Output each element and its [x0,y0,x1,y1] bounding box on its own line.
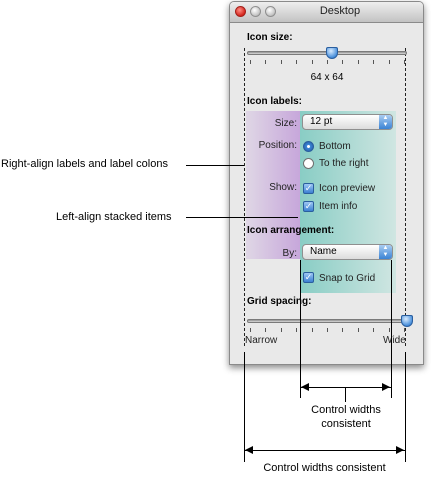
grid-spacing-min-label: Narrow [245,335,278,346]
slider-tick [311,328,313,332]
slider-tick [296,328,298,332]
popup-arrows-icon: ▲ ▼ [379,115,392,129]
annotation-right-align: Right-align labels and label colons [1,158,168,170]
inner-dimension-right-arrow-icon [382,383,390,391]
zoom-button[interactable] [265,6,276,17]
left-dashed-guide [244,48,245,346]
icon-size-value: 64 x 64 [310,72,344,83]
close-button[interactable] [235,6,246,17]
slider-tick [357,328,359,332]
control-column-highlight [300,111,396,293]
slider-tick [388,328,390,332]
label-column-highlight [246,111,300,259]
inner-dimension-line [300,387,391,388]
slider-tick [296,60,298,64]
annotation-inner-widths-line1: Control widths [311,404,381,416]
checkbox-item-info-label: Item info [319,201,358,212]
show-label: Show: [269,182,297,193]
slider-tick [280,60,282,64]
right-dashed-guide [405,48,406,346]
grid-spacing-heading: Grid spacing: [247,296,312,307]
size-label: Size: [274,118,297,129]
grid-spacing-slider-track[interactable] [247,319,407,323]
slider-tick [265,60,267,64]
icon-size-heading: Icon size: [247,32,293,43]
icon-labels-heading: Icon labels: [247,96,303,107]
arrange-by-value: Name [310,246,337,257]
slider-tick [388,60,390,64]
annotation-left-align-leader [186,217,298,218]
checkbox-icon-preview-label: Icon preview [319,183,376,194]
radio-bottom-label: Bottom [319,141,351,152]
checkbox-icon-preview[interactable]: ✓ [303,183,314,194]
outer-dimension-right-arrow-icon [396,446,404,454]
annotation-inner-widths-line2: consistent [321,418,371,430]
position-label: Position: [258,140,297,151]
grid-spacing-slider-thumb[interactable] [401,315,413,327]
slider-tick [404,328,405,332]
inner-dimension-right-line [391,260,392,398]
slider-tick [404,60,405,64]
finder-view-options-window: Desktop Icon size: 64 x 64 Icon labels: … [229,1,424,365]
outer-dimension-left-arrow-icon [245,446,253,454]
radio-to-the-right-label: To the right [319,158,369,169]
inner-dimension-left-arrow-icon [301,383,309,391]
slider-tick [250,328,251,332]
radio-to-the-right[interactable] [303,158,314,169]
popup-arrows-icon: ▲ ▼ [379,245,392,259]
minimize-button[interactable] [250,6,261,17]
by-label: By: [282,248,297,259]
slider-tick [327,60,328,64]
outer-dimension-right-line [405,352,406,462]
checkbox-snap-to-grid[interactable]: ✓ [303,272,314,283]
checkbox-snap-to-grid-label: Snap to Grid [319,273,376,284]
outer-dimension-left-line [244,352,245,462]
slider-tick [342,328,344,332]
grid-spacing-max-label: Wide [383,335,406,346]
annotation-left-align: Left-align stacked items [56,211,172,223]
icon-size-slider-thumb[interactable] [325,47,338,59]
inner-dimension-left-line [300,260,301,398]
icon-arrangement-heading: Icon arrangement: [247,225,335,236]
arrange-by-popup[interactable]: Name ▲ ▼ [302,244,393,260]
inner-dimension-leader [345,388,346,402]
radio-bottom[interactable] [303,141,314,152]
slider-tick [250,60,251,64]
slider-tick [327,328,328,332]
window-title: Desktop [319,5,361,17]
checkbox-item-info[interactable]: ✓ [303,201,314,212]
label-size-value: 12 pt [310,116,333,127]
annotation-right-align-leader [186,165,244,166]
slider-tick [265,328,267,332]
slider-tick [357,60,359,64]
outer-dimension-line [244,450,405,451]
label-size-popup[interactable]: 12 pt ▲ ▼ [302,114,393,130]
slider-tick [311,60,313,64]
title-bar[interactable]: Desktop [230,2,423,23]
slider-tick [373,328,375,332]
slider-tick [373,60,375,64]
slider-tick [280,328,282,332]
slider-tick [342,60,344,64]
annotation-outer-widths: Control widths consistent [263,462,386,474]
